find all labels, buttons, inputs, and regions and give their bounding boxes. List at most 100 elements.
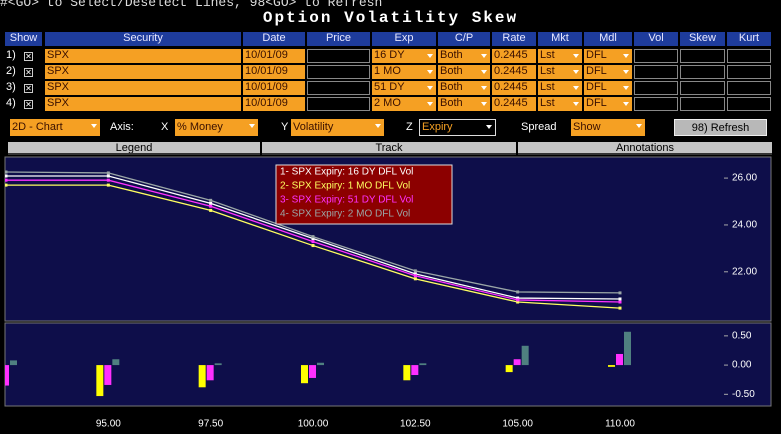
security-field: SPX: [45, 81, 241, 95]
hint: #<GO> to Select/Deselect Lines, 98<GO> t…: [0, 0, 383, 10]
spread-dropdown[interactable]: Show: [571, 119, 645, 136]
column-header: Show: [5, 32, 42, 46]
y-axis-dropdown[interactable]: Volatility: [291, 119, 384, 136]
legend-box: [275, 164, 453, 225]
series-line: [6, 184, 621, 309]
empty-cell: [727, 49, 771, 63]
date-field: 10/01/09: [243, 49, 305, 63]
chart-mode-dropdown[interactable]: 2D - Chart: [10, 119, 100, 136]
empty-cell: [307, 49, 370, 63]
column-header: Kurt: [727, 32, 771, 46]
cp-field[interactable]: Both: [438, 81, 490, 95]
security-field: SPX: [45, 49, 241, 63]
date-field: 10/01/09: [243, 65, 305, 79]
mkt-field[interactable]: Lst: [538, 49, 582, 63]
y-tick-label: 0.50: [732, 330, 752, 341]
y-tick-label: 24.00: [732, 220, 757, 231]
empty-cell: [680, 81, 725, 95]
tab[interactable]: Annotations: [518, 142, 772, 155]
bar: [206, 365, 214, 381]
plot: [5, 170, 622, 310]
bar: [403, 365, 411, 381]
empty-cell: [727, 81, 771, 95]
x-tick-label: 95.00: [96, 419, 121, 430]
empty-cell: [680, 49, 725, 63]
column-header: Mkt: [538, 32, 582, 46]
show-checkbox[interactable]: ✕: [24, 68, 33, 77]
column-header: Skew: [680, 32, 725, 46]
bar: [10, 360, 17, 366]
empty-cell: [727, 97, 771, 111]
empty-cell: [307, 81, 370, 95]
refresh-button[interactable]: 98) Refresh: [674, 119, 767, 136]
mkt-field[interactable]: Lst: [538, 65, 582, 79]
bar: [608, 365, 615, 367]
column-header: Exp: [372, 32, 436, 46]
tab[interactable]: Legend: [8, 142, 260, 155]
mdl-field[interactable]: DFL: [584, 81, 632, 95]
show-checkbox[interactable]: ✕: [24, 84, 33, 93]
x-tick-label: 110.00: [605, 419, 635, 430]
rate-field: 0.2445: [492, 49, 536, 63]
z-label: Z: [406, 121, 413, 133]
empty-cell: [634, 81, 678, 95]
empty-cell: [727, 65, 771, 79]
title: Option Volatility Skew: [262, 9, 519, 27]
x-axis-dropdown[interactable]: % Money: [175, 119, 258, 136]
column-header: Mdl: [584, 32, 632, 46]
tab[interactable]: Track: [262, 142, 516, 155]
empty-cell: [680, 97, 725, 111]
bar: [521, 345, 529, 366]
bar: [0, 365, 1, 396]
lower-panel: [4, 322, 772, 407]
column-header: Date: [243, 32, 305, 46]
bar: [112, 359, 120, 366]
bar: [96, 365, 104, 397]
empty-cell: [307, 97, 370, 111]
cp-field[interactable]: Both: [438, 65, 490, 79]
security-field: SPX: [45, 65, 241, 79]
bar: [411, 365, 419, 376]
mkt-field[interactable]: Lst: [538, 81, 582, 95]
x-tick-label: 100.00: [298, 419, 329, 430]
bar: [317, 362, 324, 366]
column-header: Price: [307, 32, 370, 46]
cp-field[interactable]: Both: [438, 97, 490, 111]
exp-field[interactable]: 1 MO: [372, 65, 436, 79]
x-label: X: [161, 121, 169, 133]
bar: [309, 365, 316, 378]
mkt-field[interactable]: Lst: [538, 97, 582, 111]
axis-label: Axis:: [110, 121, 134, 133]
bar: [214, 363, 222, 366]
legend-entry: 3- SPX Expiry: 51 DY DFL Vol: [280, 195, 413, 206]
exp-field[interactable]: 51 DY: [372, 81, 436, 95]
empty-cell: [680, 65, 725, 79]
security-field: SPX: [45, 97, 241, 111]
empty-cell: [634, 97, 678, 111]
mdl-field[interactable]: DFL: [584, 49, 632, 63]
bar: [301, 365, 308, 384]
plot: [0, 331, 631, 397]
column-header: C/P: [438, 32, 490, 46]
row-number: 3): [6, 81, 16, 93]
y-tick-label: 22.00: [732, 266, 757, 277]
column-header: Rate: [492, 32, 536, 46]
show-checkbox[interactable]: ✕: [24, 52, 33, 61]
exp-field[interactable]: 16 DY: [372, 49, 436, 63]
empty-cell: [634, 65, 678, 79]
y-tick-label: 0.00: [732, 360, 752, 371]
exp-field[interactable]: 2 MO: [372, 97, 436, 111]
cp-field[interactable]: Both: [438, 49, 490, 63]
y-label: Y: [281, 121, 289, 133]
empty-cell: [307, 65, 370, 79]
bar: [505, 365, 513, 373]
bar: [198, 365, 206, 388]
column-header: Vol: [634, 32, 678, 46]
bar: [513, 359, 521, 366]
z-axis-dropdown[interactable]: Expiry: [419, 119, 496, 136]
mdl-field[interactable]: DFL: [584, 97, 632, 111]
mdl-field[interactable]: DFL: [584, 65, 632, 79]
show-checkbox[interactable]: ✕: [24, 100, 33, 109]
legend-entry: 2- SPX Expiry: 1 MO DFL Vol: [280, 181, 410, 192]
